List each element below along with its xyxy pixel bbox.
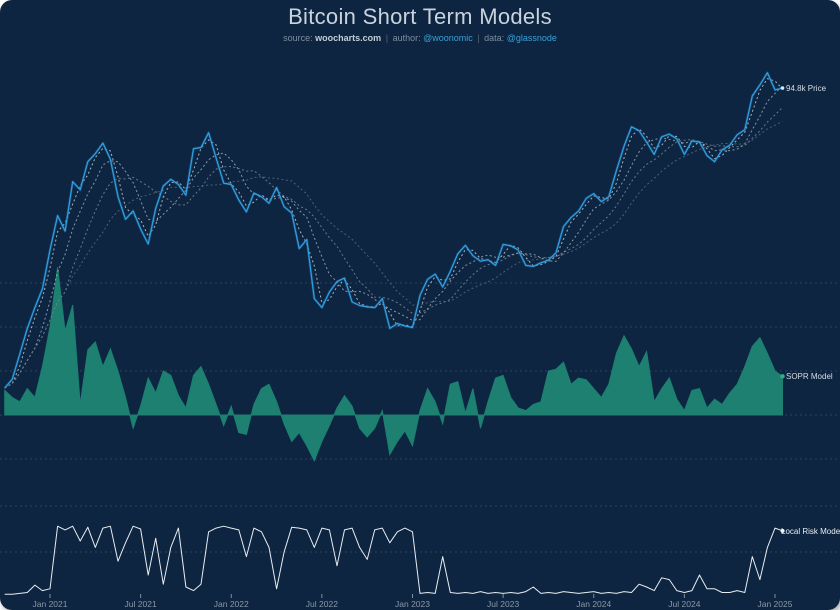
data-link[interactable]: @glassnode bbox=[506, 33, 557, 43]
local-risk-model-series-label: Local Risk Model bbox=[781, 527, 840, 536]
data-label: data: bbox=[484, 33, 505, 43]
x-axis-label: Jul 2023 bbox=[487, 599, 519, 609]
price-moving-average-line bbox=[4, 120, 783, 389]
price-moving-average-line bbox=[4, 78, 783, 389]
sopr-model-series-label: SOPR Model bbox=[786, 372, 833, 381]
chart-subtitle: source: woocharts.com | author: @woonomi… bbox=[0, 33, 840, 43]
price-moving-average-line bbox=[4, 85, 783, 389]
price-line-glow bbox=[3, 71, 783, 389]
divider: | bbox=[385, 33, 389, 43]
x-axis-label: Jul 2022 bbox=[306, 599, 338, 609]
price-series-label: 94.8k Price bbox=[786, 84, 827, 93]
x-axis-label: Jan 2025 bbox=[757, 599, 792, 609]
source-label: source: bbox=[283, 33, 313, 43]
x-axis-label: Jan 2022 bbox=[214, 599, 249, 609]
author-link[interactable]: @woonomic bbox=[423, 33, 473, 43]
sopr-model-area bbox=[4, 267, 783, 463]
risk-endpoint-dot bbox=[780, 528, 785, 533]
local-risk-model-line bbox=[4, 525, 783, 595]
x-axis-label: Jul 2024 bbox=[668, 599, 700, 609]
x-axis-label: Jul 2021 bbox=[125, 599, 157, 609]
source-value: woocharts.com bbox=[315, 33, 382, 43]
price-endpoint-dot bbox=[780, 86, 785, 90]
price-moving-average-line bbox=[4, 107, 783, 389]
author-label: author: bbox=[392, 33, 421, 43]
price-line bbox=[4, 72, 783, 389]
x-axis-label: Jan 2024 bbox=[576, 599, 611, 609]
sopr-endpoint-dot bbox=[780, 374, 785, 379]
x-axis-label: Jan 2023 bbox=[395, 599, 430, 609]
page-title: Bitcoin Short Term Models bbox=[288, 4, 552, 29]
x-axis-label: Jan 2021 bbox=[33, 599, 68, 609]
divider: | bbox=[477, 33, 480, 43]
